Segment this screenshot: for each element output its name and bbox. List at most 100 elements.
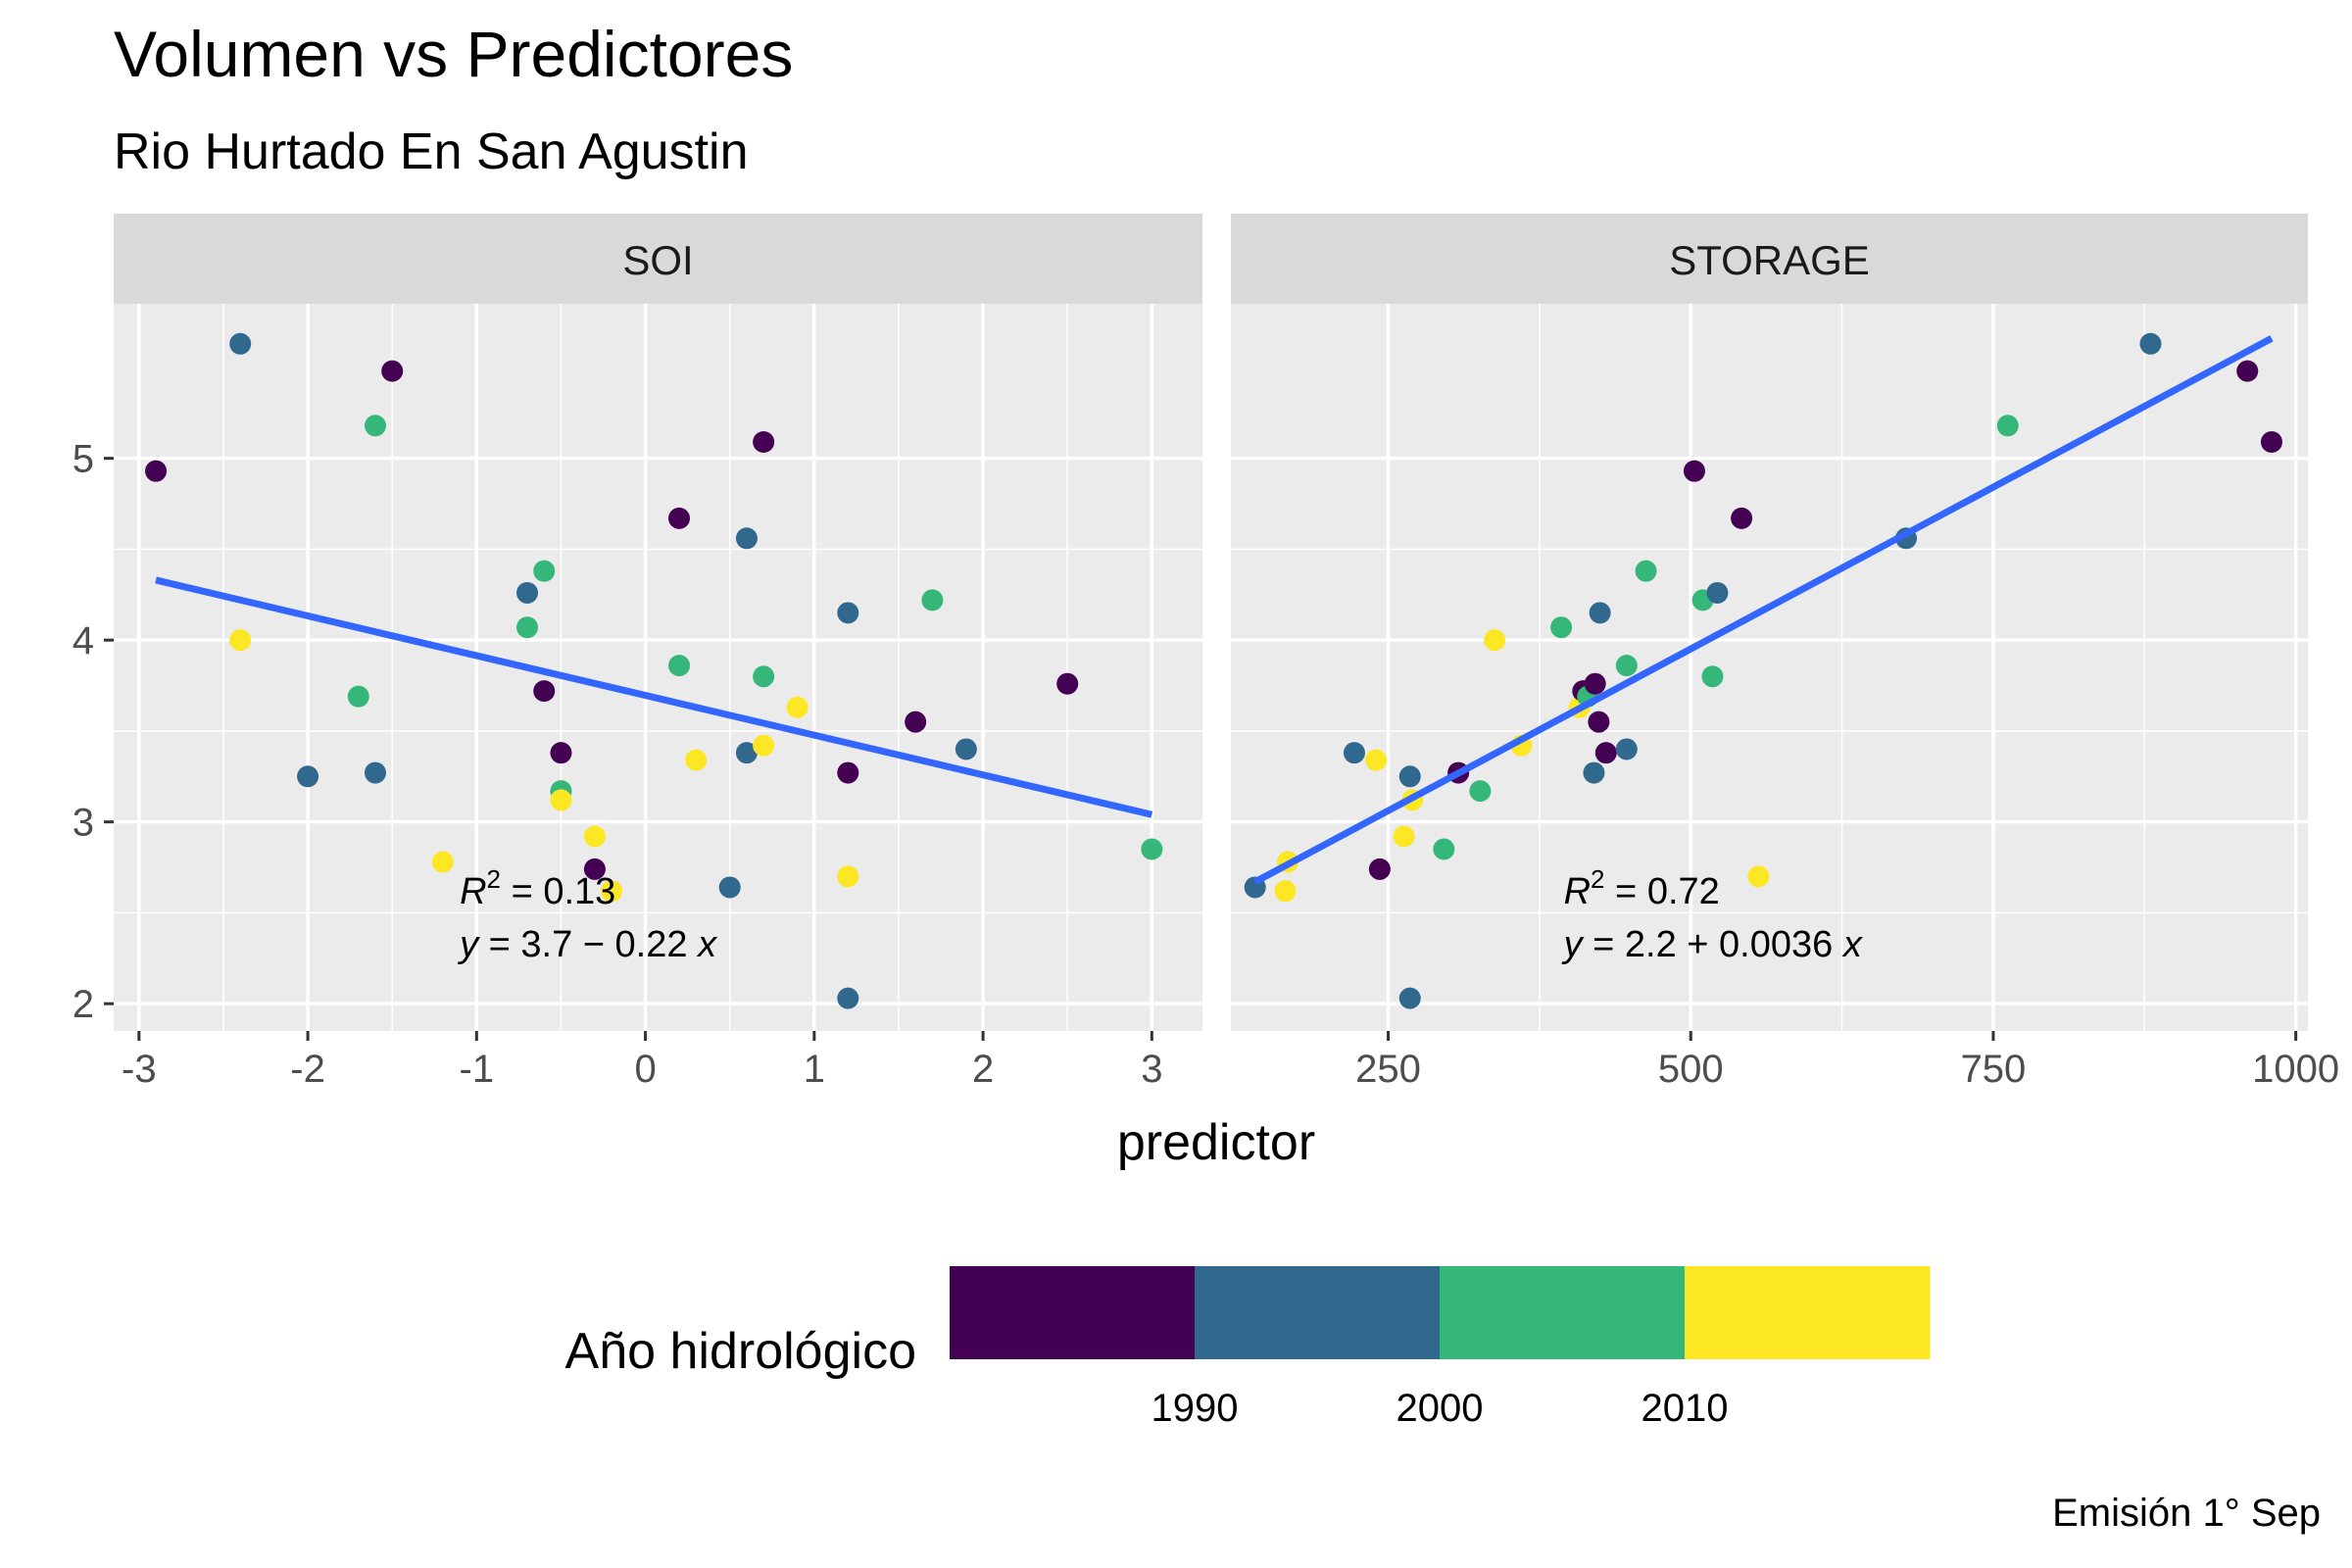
legend-bin bbox=[1685, 1266, 1931, 1359]
chart-title: Volumen vs Predictores bbox=[114, 18, 793, 90]
data-point bbox=[1484, 629, 1506, 652]
facet-strip-label: STORAGE bbox=[1669, 237, 1870, 283]
data-point bbox=[297, 765, 319, 788]
data-point bbox=[1747, 865, 1770, 888]
data-point bbox=[1584, 672, 1606, 695]
data-point bbox=[583, 825, 606, 848]
facet-panels: SOI -3 -2 -1 0 1 2 3 2 3 4 5 R2 = 0.13 y = 3.7 − 0.22… bbox=[73, 214, 2339, 1091]
data-point bbox=[718, 876, 741, 899]
data-point bbox=[837, 987, 859, 1009]
data-point bbox=[837, 865, 859, 888]
data-point bbox=[955, 738, 977, 760]
data-point bbox=[1589, 602, 1611, 624]
x-tick-label: -1 bbox=[460, 1048, 495, 1091]
facet-strip bbox=[114, 214, 1202, 304]
data-point bbox=[381, 360, 404, 382]
data-point bbox=[735, 527, 758, 550]
legend-bin bbox=[1195, 1266, 1441, 1359]
data-point bbox=[1368, 858, 1391, 880]
data-point bbox=[229, 629, 252, 652]
data-point bbox=[1398, 765, 1421, 788]
data-point bbox=[145, 460, 168, 482]
data-point bbox=[753, 430, 775, 453]
data-point bbox=[1635, 560, 1657, 582]
data-point bbox=[1141, 838, 1163, 860]
data-point bbox=[837, 761, 859, 784]
data-point bbox=[1588, 710, 1610, 733]
data-point bbox=[1731, 507, 1753, 529]
legend: Año hidrológico 1990 2000 2010 bbox=[565, 1266, 1931, 1430]
x-tick-label: -3 bbox=[122, 1048, 157, 1091]
legend-tick-label: 2000 bbox=[1396, 1387, 1484, 1430]
data-point bbox=[1365, 749, 1388, 771]
data-point bbox=[1056, 672, 1079, 695]
legend-title: Año hidrológico bbox=[565, 1323, 916, 1380]
data-point bbox=[1469, 780, 1492, 803]
r-squared-label: R2 = 0.13 bbox=[460, 864, 615, 912]
data-point bbox=[516, 616, 539, 639]
x-tick-label: 1 bbox=[804, 1048, 825, 1091]
legend-bin bbox=[950, 1266, 1196, 1359]
data-point bbox=[1701, 665, 1724, 688]
data-point bbox=[1683, 460, 1705, 482]
x-tick-label: 0 bbox=[634, 1048, 656, 1091]
data-point bbox=[2236, 360, 2259, 382]
data-point bbox=[431, 851, 454, 873]
data-point bbox=[1343, 742, 1365, 764]
chart-caption: Emisión 1° Sep bbox=[2052, 1492, 2321, 1535]
x-tick-label: 3 bbox=[1141, 1048, 1162, 1091]
data-point bbox=[347, 685, 369, 708]
data-point bbox=[1393, 825, 1415, 848]
regression-equation-label: y = 3.7 − 0.22 x bbox=[457, 924, 718, 965]
data-point bbox=[1550, 616, 1573, 639]
data-point bbox=[1615, 738, 1638, 760]
data-point bbox=[550, 789, 572, 811]
data-point bbox=[1594, 742, 1617, 764]
data-point bbox=[516, 581, 539, 604]
x-tick-label: 250 bbox=[1355, 1048, 1421, 1091]
data-point bbox=[550, 742, 572, 764]
x-tick-label: 750 bbox=[1961, 1048, 2027, 1091]
data-point bbox=[1398, 987, 1421, 1009]
data-point bbox=[229, 332, 252, 355]
legend-colorbar bbox=[950, 1266, 1931, 1359]
data-point bbox=[364, 761, 386, 784]
regression-equation-label: y = 2.2 + 0.0036 x bbox=[1561, 924, 1864, 965]
data-point bbox=[1433, 838, 1455, 860]
data-point bbox=[533, 560, 556, 582]
y-tick-label: 2 bbox=[73, 983, 94, 1026]
data-point bbox=[533, 680, 556, 703]
data-point bbox=[753, 734, 775, 757]
data-point bbox=[905, 710, 927, 733]
data-point bbox=[1996, 415, 2019, 437]
x-tick-label: 500 bbox=[1658, 1048, 1724, 1091]
legend-tick-labels: 1990 2000 2010 bbox=[1152, 1387, 1729, 1430]
y-tick-label: 5 bbox=[73, 438, 94, 481]
facet-strip-label: SOI bbox=[622, 237, 693, 283]
data-point bbox=[1615, 655, 1638, 677]
data-point bbox=[1706, 581, 1729, 604]
y-tick-label: 3 bbox=[73, 802, 94, 845]
x-tick-label: 2 bbox=[972, 1048, 994, 1091]
data-point bbox=[1583, 761, 1605, 784]
plot-panel bbox=[114, 304, 1202, 1031]
x-tick-label: -2 bbox=[290, 1048, 325, 1091]
data-point bbox=[601, 880, 623, 903]
data-point bbox=[668, 507, 691, 529]
plot-panel bbox=[1231, 304, 2308, 1031]
x-axis-title: predictor bbox=[1117, 1114, 1315, 1171]
data-point bbox=[786, 696, 808, 718]
data-point bbox=[2139, 332, 2162, 355]
facet-strip bbox=[1231, 214, 2308, 304]
legend-tick-label: 2010 bbox=[1642, 1387, 1729, 1430]
facet-panel-storage: STORAGE 250 500 750 1000 R2 = 0.72 y = 2.2 + 0… bbox=[1231, 214, 2339, 1091]
legend-bin bbox=[1440, 1266, 1686, 1359]
regression-line bbox=[155, 576, 1153, 818]
data-point bbox=[753, 665, 775, 688]
data-point bbox=[1274, 880, 1297, 903]
data-point bbox=[735, 742, 758, 764]
facet-panel-soi: SOI -3 -2 -1 0 1 2 3 2 3 4 5 R2 = 0.13 y = 3.7 − 0.22… bbox=[73, 214, 1202, 1091]
y-tick-label: 4 bbox=[73, 619, 94, 662]
data-point bbox=[364, 415, 386, 437]
